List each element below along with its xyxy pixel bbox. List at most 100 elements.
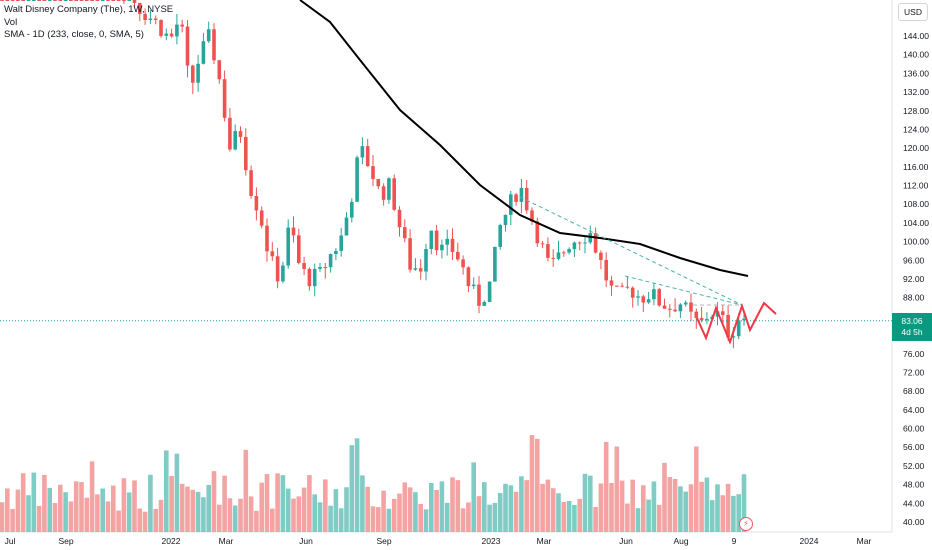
volume-label[interactable]: Vol [4,16,18,28]
price-tick-label: 108.00 [903,199,929,209]
volume-bar [609,482,614,532]
candle-body [487,281,492,302]
chart-legend: Walt Disney Company (The), 1W, NYSE Vol … [4,4,173,42]
candle-body [344,217,349,236]
volume-bar [0,502,5,532]
volume-bar [593,507,598,532]
candle-body [689,302,693,312]
candle-body [69,0,73,1]
time-tick-label: Mar [219,536,234,546]
candle-body [90,0,94,1]
candle-body [307,268,312,287]
time-tick-label: Jun [619,536,633,546]
volume-bar [556,493,561,532]
candle-body [37,0,41,1]
volume-bar [694,446,699,532]
time-tick-label: 9 [732,536,737,546]
price-tick-label: 120.00 [903,143,929,153]
candle-body [201,41,206,64]
candle-body [249,170,253,197]
candle-body [615,285,619,287]
candle-body [297,235,301,263]
candle-body [381,186,386,200]
volume-bar [656,504,662,532]
price-tick-label: 128.00 [903,106,929,116]
volume-bar [296,496,302,532]
volume-bar [169,476,174,532]
volume-bar [365,486,370,532]
zigzag-drawing [696,301,777,345]
volume-bar [164,450,169,532]
volume-bar [111,485,116,532]
volume-bar [89,461,95,532]
candle-body [646,299,651,303]
candle-body [196,63,200,83]
candle-body [148,18,153,21]
time-tick-label: Sep [58,536,73,546]
price-tick-label: 72.00 [903,367,925,377]
volume-bar [731,495,736,532]
trend-line [624,275,743,306]
candle-body [636,296,640,298]
volume-bar [158,499,164,532]
candle-body [530,210,534,222]
volume-bar [386,508,392,532]
symbol-title[interactable]: Walt Disney Company (The), 1W, NYSE [4,4,174,15]
volume-bar [126,492,132,532]
volume-bar [476,496,482,532]
candle-body [445,238,449,245]
candle-body [397,209,402,228]
price-tick-label: 44.00 [903,498,925,508]
candle-body [153,18,158,21]
candle-body [599,252,603,260]
candle-body [418,268,423,272]
volume-bar [132,480,137,532]
volume-bar [232,505,238,532]
candle-body [228,117,232,150]
price-tick-label: 76.00 [903,349,925,359]
currency-button[interactable]: USD [898,3,928,21]
volume-bar [280,475,286,532]
candle-body [673,309,677,312]
volume-bar [550,488,556,532]
candle-body [180,24,184,27]
candle-body [593,233,598,253]
volume-bar [10,508,15,532]
volume-bar [582,473,588,532]
candle-body [318,267,322,269]
volume-bar [625,503,630,532]
volume-bar [413,492,418,532]
price-tick-label: 140.00 [903,50,929,60]
candle-body [143,13,147,21]
volume-bar [619,480,625,532]
volume-bar [482,482,487,532]
volume-bar [95,494,100,532]
candle-body [212,29,216,61]
candle-body [100,0,105,1]
candle-body [562,252,566,254]
price-tick-label: 96.00 [903,255,925,265]
sma-indicator-label[interactable]: SMA - 1D (233, close, 0, SMA, 5) [4,29,144,40]
volume-bar [635,508,641,532]
candle-body [244,136,248,171]
volume-bar [439,481,445,532]
candle-body [577,242,582,244]
volume-bar [381,490,386,532]
volume-bar [360,475,365,532]
volume-bar [217,504,222,532]
candle-body [657,289,661,306]
volume-bar [243,449,249,532]
volume-bar [201,497,206,532]
volume-bar [444,502,450,532]
candle-body [736,320,741,337]
lightning-icon[interactable]: ⚡ [739,517,753,531]
volume-bar [285,488,291,532]
volume-bar [407,487,413,532]
volume-bar [211,471,217,532]
candle-body [74,0,78,1]
candle-body [270,251,275,257]
price-tick-label: 68.00 [903,386,925,396]
candle-body [683,302,688,305]
candle-body [217,60,222,80]
